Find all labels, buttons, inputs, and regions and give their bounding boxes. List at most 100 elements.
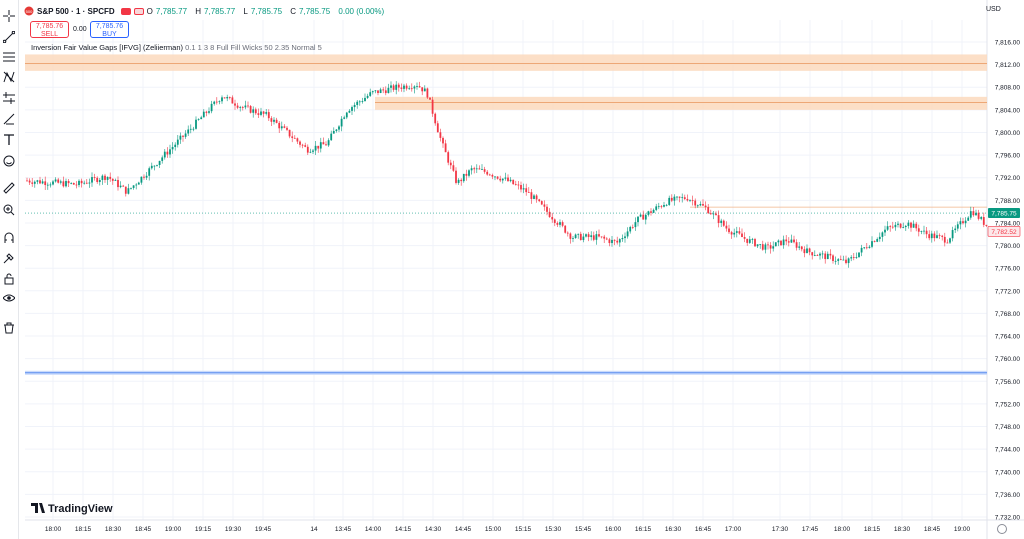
candle-body xyxy=(585,234,587,237)
candle-body xyxy=(234,103,236,106)
candle-body xyxy=(301,144,304,146)
candle-body xyxy=(49,184,52,186)
tradingview-logo: TradingView xyxy=(31,503,113,515)
candle-body xyxy=(119,185,122,188)
ruler-icon[interactable] xyxy=(1,180,17,196)
candle-body xyxy=(826,253,829,260)
candle-body xyxy=(392,85,395,90)
candle-body xyxy=(699,204,702,206)
buy-button[interactable]: 7,785.76 BUY xyxy=(90,21,129,38)
low-value: 7,785.75 xyxy=(250,6,283,16)
candle-body xyxy=(117,179,119,188)
candle-body xyxy=(668,197,671,205)
eye-icon[interactable] xyxy=(1,290,17,306)
x-axis-tick: 18:45 xyxy=(135,526,152,533)
svg-text:500: 500 xyxy=(26,9,33,14)
candle-body xyxy=(566,232,569,234)
lock-drawing-icon[interactable] xyxy=(1,250,17,266)
candle-body xyxy=(855,257,858,258)
candle-body xyxy=(293,137,296,139)
candle-body xyxy=(247,105,249,107)
text-icon[interactable] xyxy=(1,132,17,148)
candle-body xyxy=(317,145,320,149)
x-axis-tick: 13:45 xyxy=(335,526,352,533)
candle-body xyxy=(616,240,619,243)
indicator-legend[interactable]: Inversion Fair Value Gaps [IFVG] (Zeliie… xyxy=(31,43,322,52)
bid-price-text: 7,782.52 xyxy=(991,229,1017,236)
candle-body xyxy=(267,112,270,119)
candle-body xyxy=(634,222,637,228)
candle-body xyxy=(868,246,871,248)
candle-body xyxy=(673,196,676,201)
candle-body xyxy=(938,235,941,237)
forecast-icon[interactable] xyxy=(1,90,17,106)
trash-icon[interactable] xyxy=(1,320,17,336)
high-label: H xyxy=(195,6,202,16)
magnet-icon[interactable] xyxy=(1,230,17,246)
brush-icon[interactable] xyxy=(1,111,17,127)
sell-button[interactable]: 7,785.76 SELL xyxy=(30,21,69,38)
candle-body xyxy=(933,233,936,239)
candle-body xyxy=(806,248,808,254)
currency-selector[interactable]: USD xyxy=(986,6,1001,13)
candle-body xyxy=(873,241,876,242)
candle-body xyxy=(249,106,252,113)
candle-body xyxy=(306,146,309,153)
trendline-icon[interactable] xyxy=(1,29,17,45)
candle-body xyxy=(956,224,959,229)
market-closed-badge xyxy=(120,7,131,15)
candle-body xyxy=(871,241,873,247)
x-axis-tick: 18:15 xyxy=(75,526,92,533)
candle-body xyxy=(270,118,273,122)
candle-body xyxy=(738,231,741,234)
candle-body xyxy=(683,197,686,199)
pattern-icon[interactable] xyxy=(1,69,17,85)
candle-body xyxy=(202,111,205,118)
candle-body xyxy=(686,198,689,201)
emoji-icon[interactable] xyxy=(1,153,17,169)
candle-body xyxy=(595,234,598,240)
candle-body xyxy=(891,226,894,228)
candle-body xyxy=(735,231,738,233)
candle-body xyxy=(928,234,931,239)
x-axis-tick: 17:45 xyxy=(802,526,819,533)
y-axis-tick: 7,772.00 xyxy=(995,288,1021,295)
symbol-logo-icon: 500 xyxy=(24,6,34,16)
candle-body xyxy=(559,222,561,225)
candle-body xyxy=(447,152,450,163)
candle-body xyxy=(642,214,645,220)
candle-body xyxy=(429,97,431,100)
candle-body xyxy=(418,86,421,88)
candle-body xyxy=(772,246,775,249)
candle-body xyxy=(964,220,967,224)
candle-body xyxy=(741,233,743,238)
x-axis-tick: 18:45 xyxy=(924,526,941,533)
candle-body xyxy=(517,184,520,186)
candle-body xyxy=(860,247,863,253)
y-axis-tick: 7,764.00 xyxy=(995,334,1021,341)
settings-gear-icon[interactable] xyxy=(997,524,1007,534)
candle-body xyxy=(579,233,582,241)
candle-body xyxy=(624,236,626,239)
candle-body xyxy=(681,197,684,199)
candle-body xyxy=(946,242,949,244)
y-axis-tick: 7,776.00 xyxy=(995,266,1021,273)
lock-icon[interactable] xyxy=(1,271,17,287)
last-price-label xyxy=(988,208,1020,219)
fib-icon[interactable] xyxy=(1,49,17,65)
symbol-title[interactable]: S&P 500 · 1 · SPCFD xyxy=(37,6,115,16)
candle-body xyxy=(478,168,481,170)
candle-body xyxy=(704,205,707,208)
candle-body xyxy=(660,206,663,208)
candle-body xyxy=(793,239,795,243)
candle-body xyxy=(847,258,850,264)
candle-body xyxy=(761,244,764,250)
crosshair-icon[interactable] xyxy=(1,8,17,24)
x-axis-tick: 15:00 xyxy=(485,526,502,533)
candle-body xyxy=(813,255,816,256)
zoom-icon[interactable] xyxy=(1,202,17,218)
candle-body xyxy=(865,247,868,249)
candle-body xyxy=(943,236,946,243)
candle-body xyxy=(897,223,899,225)
